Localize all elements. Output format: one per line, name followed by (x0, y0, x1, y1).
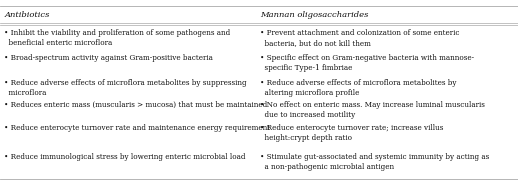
Text: • Reduce immunological stress by lowering enteric microbial load: • Reduce immunological stress by lowerin… (4, 153, 246, 161)
Text: • Inhibit the viability and proliferation of some pathogens and
  beneficial ent: • Inhibit the viability and proliferatio… (4, 29, 231, 47)
Text: • Reduce adverse effects of microflora metabolites by suppressing
  microflora: • Reduce adverse effects of microflora m… (4, 79, 247, 97)
Text: • Broad-spectrum activity against Gram-positive bacteria: • Broad-spectrum activity against Gram-p… (4, 54, 213, 62)
Text: Antibiotics: Antibiotics (4, 11, 50, 19)
Text: • Reduce adverse effects of microflora metabolites by
  altering microflora prof: • Reduce adverse effects of microflora m… (260, 79, 456, 97)
Text: • No effect on enteric mass. May increase luminal muscularis
  due to increased : • No effect on enteric mass. May increas… (260, 101, 485, 119)
Text: • Reduce enterocyte turnover rate; increase villus
  height:crypt depth ratio: • Reduce enterocyte turnover rate; incre… (260, 124, 443, 142)
Text: • Reduces enteric mass (muscularis > mucosa) that must be maintained: • Reduces enteric mass (muscularis > muc… (4, 101, 267, 109)
Text: • Prevent attachment and colonization of some enteric
  bacteria, but do not kil: • Prevent attachment and colonization of… (260, 29, 459, 47)
Text: • Stimulate gut-associated and systemic immunity by acting as
  a non-pathogenic: • Stimulate gut-associated and systemic … (260, 153, 490, 171)
Text: Mannan oligosaccharides: Mannan oligosaccharides (260, 11, 368, 19)
Text: • Reduce enterocyte turnover rate and maintenance energy requirement: • Reduce enterocyte turnover rate and ma… (4, 124, 270, 132)
Text: • Specific effect on Gram-negative bacteria with mannose-
  specific Type-1 fimb: • Specific effect on Gram-negative bacte… (260, 54, 474, 72)
